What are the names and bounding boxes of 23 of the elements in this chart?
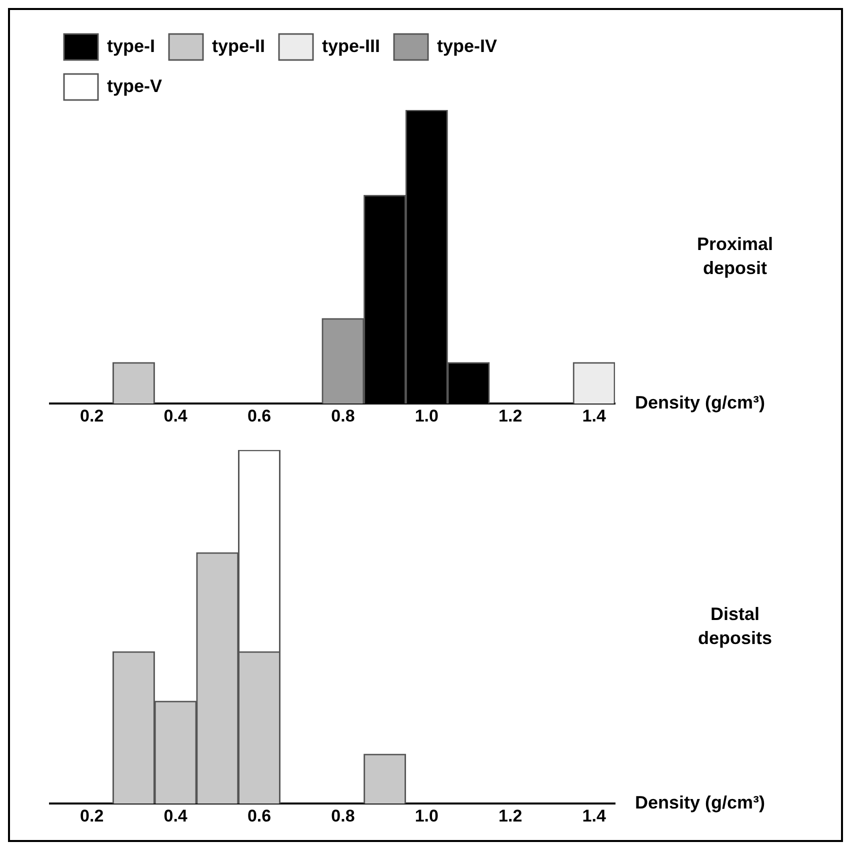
legend-label: type-I — [107, 36, 156, 56]
x-tick-label: 0.4 — [164, 406, 188, 426]
x-tick-label: 1.2 — [498, 406, 522, 426]
x-tick-label: 1.0 — [414, 406, 438, 426]
x-tick-label: 1.2 — [498, 806, 522, 826]
x-axis-title: Density (g/cm³) — [635, 792, 766, 813]
x-tick-label: 0.2 — [80, 406, 104, 426]
x-tick-label: 0.6 — [247, 406, 272, 426]
text: Proximal deposit — [696, 234, 774, 278]
x-tick-label: 1.4 — [582, 806, 606, 826]
x-tick-label: 1.0 — [414, 806, 438, 826]
legend-label: type-IV — [437, 36, 498, 56]
x-tick-label: 0.8 — [331, 806, 355, 826]
x-tick-label: 0.6 — [247, 806, 272, 826]
x-tick-label: 1.4 — [582, 406, 606, 426]
text: Distal deposits — [698, 604, 772, 648]
legend-label: type-V — [107, 76, 162, 96]
x-tick-label: 0.8 — [331, 406, 355, 426]
x-tick-label: 0.4 — [164, 806, 188, 826]
x-tick-label: 0.2 — [80, 806, 104, 826]
legend-label: type-II — [212, 36, 266, 56]
legend-label: type-III — [322, 36, 380, 56]
x-axis-title: Density (g/cm³) — [635, 392, 766, 413]
